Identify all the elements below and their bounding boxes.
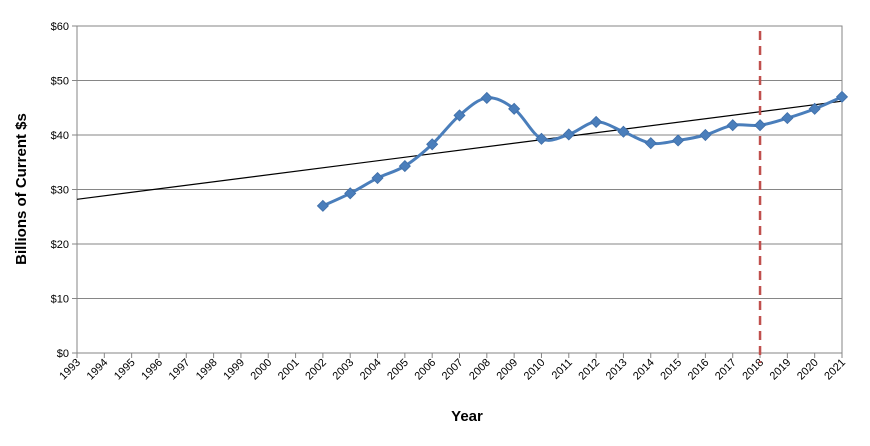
x-tick-label: 2009 bbox=[494, 357, 520, 383]
y-tick-label: $40 bbox=[51, 130, 69, 142]
x-tick-label: 2019 bbox=[768, 357, 794, 383]
data-point-marker bbox=[644, 137, 657, 150]
x-tick-label: 2007 bbox=[440, 357, 466, 383]
x-tick-label: 2008 bbox=[467, 357, 493, 383]
x-tick-label: 1999 bbox=[221, 357, 247, 383]
x-tick-label: 2006 bbox=[413, 357, 439, 383]
x-tick-label: 2020 bbox=[795, 357, 821, 383]
x-tick-label: 2000 bbox=[249, 357, 275, 383]
data-point-marker bbox=[726, 119, 739, 132]
x-tick-label: 1998 bbox=[194, 357, 220, 383]
x-tick-label: 2013 bbox=[604, 357, 630, 383]
x-tick-label: 2016 bbox=[686, 357, 712, 383]
x-tick-label: 1993 bbox=[57, 357, 83, 383]
data-point-marker bbox=[835, 90, 849, 103]
data-point-marker bbox=[316, 199, 329, 212]
x-tick-label: 1997 bbox=[167, 357, 193, 383]
x-tick-label: 2018 bbox=[740, 357, 766, 383]
x-tick-label: 2017 bbox=[713, 357, 739, 383]
data-point-marker bbox=[699, 128, 712, 142]
y-tick-label: $0 bbox=[57, 348, 69, 360]
data-point-marker bbox=[672, 134, 685, 147]
x-tick-label: 2005 bbox=[385, 357, 411, 383]
data-point-marker bbox=[371, 171, 384, 185]
gridlines bbox=[77, 25, 842, 299]
y-tick-label: $30 bbox=[51, 185, 69, 197]
data-point-marker bbox=[808, 102, 821, 115]
trendline bbox=[76, 100, 843, 200]
x-tick-label: 2011 bbox=[550, 357, 575, 382]
y-tick-label: $10 bbox=[51, 294, 69, 306]
y-tick-label: $20 bbox=[51, 239, 69, 251]
data-point-marker bbox=[426, 138, 439, 151]
y-tick-label: $60 bbox=[51, 21, 69, 33]
x-tick-label: 2014 bbox=[631, 357, 657, 383]
x-tick-label: 2015 bbox=[658, 357, 684, 383]
x-axis-title: Year bbox=[451, 408, 483, 425]
x-tick-label: 2001 bbox=[276, 357, 302, 383]
data-point-marker bbox=[344, 187, 357, 200]
data-point-marker bbox=[781, 112, 794, 125]
x-tick-label: 2003 bbox=[331, 357, 357, 383]
data-point-marker bbox=[398, 159, 411, 173]
data-point-marker bbox=[753, 119, 767, 132]
x-tick-label: 2002 bbox=[303, 357, 329, 383]
y-axis-title: Billions of Current $s bbox=[13, 113, 30, 265]
trendline-group bbox=[76, 100, 843, 200]
x-tick-label: 2021 bbox=[822, 357, 848, 383]
data-point-marker bbox=[590, 115, 603, 128]
data-point-marker bbox=[535, 132, 548, 145]
x-tick-label: 1996 bbox=[139, 357, 165, 383]
x-tick-label: 1995 bbox=[112, 357, 138, 383]
x-axis-ticks: 1993 1994 1995 1996 1997 1998 1999 2000 2001 2002… bbox=[57, 353, 848, 382]
series-group bbox=[316, 90, 849, 212]
x-tick-label: 2012 bbox=[576, 357, 602, 383]
x-tick-label: 2004 bbox=[358, 357, 384, 383]
data-point-marker bbox=[480, 91, 493, 105]
data-point-marker bbox=[562, 128, 575, 141]
data-point-marker bbox=[508, 102, 521, 115]
data-point-marker bbox=[617, 125, 630, 138]
x-tick-label: 2010 bbox=[522, 357, 548, 383]
x-tick-label: 1994 bbox=[85, 357, 111, 383]
data-point-marker bbox=[453, 109, 466, 122]
y-tick-label: $50 bbox=[51, 76, 69, 88]
y-axis-ticks: $0 $10 $20 $30 $40 $50 $60 bbox=[51, 21, 77, 360]
